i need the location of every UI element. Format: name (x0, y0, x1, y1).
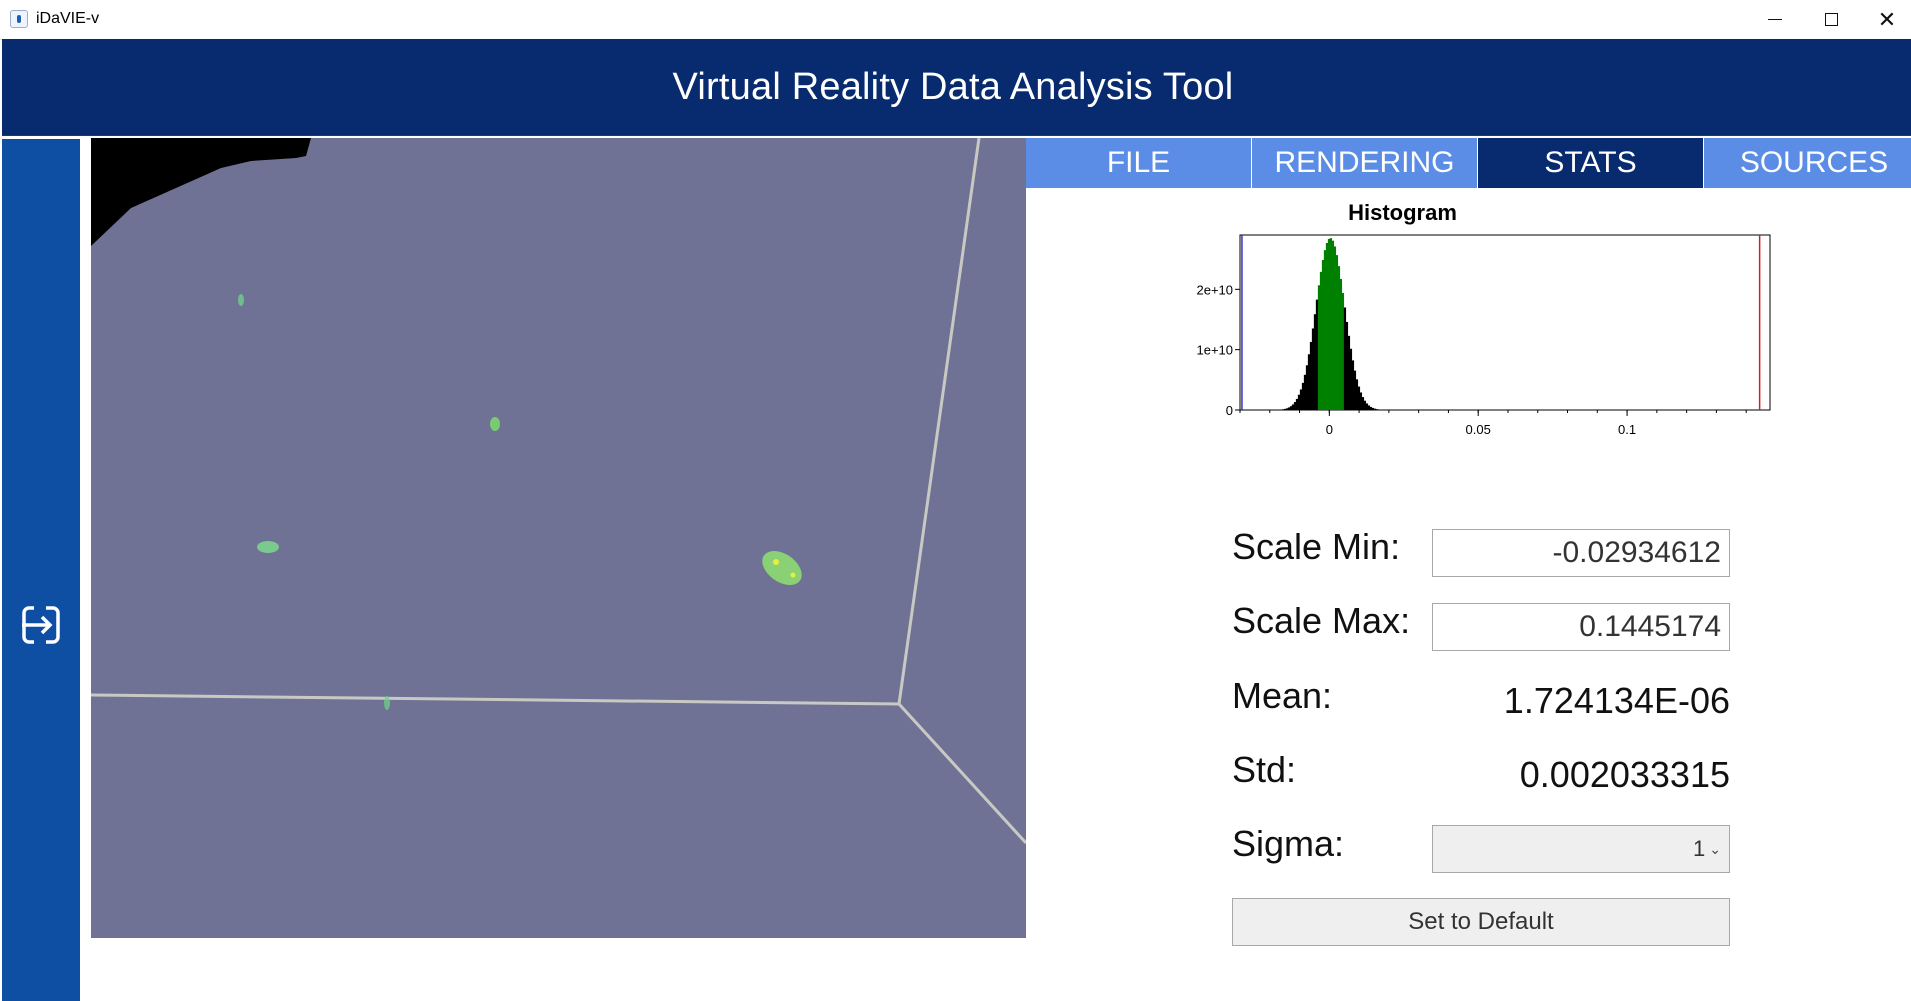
histogram-bar (1349, 348, 1353, 410)
y-tick-label: 1e+10 (1196, 343, 1233, 358)
histogram-bar (1313, 314, 1317, 410)
histogram-bar (1361, 397, 1365, 410)
histogram-bar (1351, 360, 1355, 410)
y-tick-label: 2e+10 (1196, 282, 1233, 297)
histogram-bar (1285, 408, 1289, 410)
app-icon (10, 10, 28, 28)
source-blob (238, 294, 244, 306)
mean-label: Mean: (1232, 675, 1333, 716)
source-blob (257, 541, 279, 553)
scale-max-label: Scale Max: (1232, 600, 1411, 641)
histogram-bar (1283, 408, 1287, 410)
histogram-bar (1359, 392, 1363, 410)
exit-icon (22, 606, 60, 644)
x-tick-label: 0 (1326, 422, 1333, 437)
x-tick-label: 0.1 (1618, 422, 1636, 437)
histogram-bar (1323, 250, 1327, 410)
histogram-bar (1371, 407, 1375, 410)
scale-max-input[interactable] (1432, 603, 1730, 651)
histogram-bar (1311, 328, 1315, 410)
sidebar (2, 139, 80, 1001)
scale-min-label: Scale Min: (1232, 526, 1401, 567)
histogram-title: Histogram (1348, 200, 1457, 225)
y-tick-label: 0 (1226, 403, 1233, 418)
scale-min-input[interactable] (1432, 529, 1730, 577)
histogram-bar (1343, 307, 1347, 410)
source-blob (490, 417, 500, 431)
histogram-bar (1287, 407, 1291, 410)
sigma-label: Sigma: (1232, 823, 1345, 864)
maximize-button[interactable] (1803, 0, 1859, 39)
std-value: 0.002033315 (1519, 754, 1730, 795)
histogram-bar (1347, 335, 1351, 410)
histogram-bar (1319, 271, 1323, 410)
sigma-value: 1 (1693, 836, 1706, 861)
histogram-bar (1295, 398, 1299, 410)
tab-file[interactable]: FILE (1026, 138, 1252, 188)
histogram-bar (1345, 321, 1349, 410)
histogram-bar (1315, 299, 1319, 410)
tab-sources[interactable]: SOURCES (1704, 138, 1911, 188)
histogram-bar (1337, 266, 1341, 410)
std-label: Std: (1232, 749, 1297, 790)
histogram-bar (1363, 400, 1367, 410)
minimize-icon (1768, 19, 1782, 20)
histogram-bar (1317, 285, 1321, 410)
histogram-bar (1333, 246, 1337, 410)
histogram-bar (1355, 379, 1359, 410)
histogram-bar (1303, 374, 1307, 410)
mean-value: 1.724134E-06 (1503, 680, 1730, 721)
volume-viewport[interactable] (91, 138, 1026, 938)
histogram-bar (1375, 409, 1379, 410)
histogram-bar (1281, 409, 1285, 410)
histogram-bar (1325, 242, 1329, 410)
histogram-bar (1369, 406, 1373, 410)
volume-render (91, 138, 1026, 938)
histogram-bar (1353, 370, 1357, 410)
histogram-bar (1291, 404, 1295, 410)
window-title: iDaVIE-v (36, 10, 100, 27)
x-tick-label: 0.05 (1466, 422, 1491, 437)
histogram-bar (1341, 292, 1345, 410)
histogram-bar (1321, 259, 1325, 410)
histogram-bar (1335, 255, 1339, 410)
exit-button[interactable] (20, 604, 62, 646)
histogram-chart[interactable]: 0 1e+10 2e+10 0 0.05 0.1 (1170, 225, 1780, 485)
histogram-bar (1357, 386, 1361, 410)
app-title: Virtual Reality Data Analysis Tool (672, 65, 1234, 108)
close-icon: ✕ (1877, 6, 1897, 32)
histogram-bar (1307, 354, 1311, 410)
source-blob (384, 696, 390, 710)
histogram-bar (1327, 238, 1331, 410)
histogram-bar (1297, 394, 1301, 410)
close-button[interactable]: ✕ (1859, 0, 1911, 39)
window-titlebar: iDaVIE-v ✕ (0, 0, 1911, 40)
tab-stats[interactable]: STATS (1478, 138, 1704, 188)
histogram-bar (1301, 382, 1305, 410)
minimize-button[interactable] (1747, 0, 1803, 39)
histogram-bar (1329, 238, 1333, 410)
histogram-bar (1373, 408, 1377, 410)
tab-rendering[interactable]: RENDERING (1252, 138, 1478, 188)
histogram-bar (1309, 341, 1313, 410)
app-header: Virtual Reality Data Analysis Tool (2, 39, 1911, 136)
histogram-bar (1339, 278, 1343, 410)
histogram-bar (1367, 405, 1371, 410)
histogram-bar (1331, 240, 1335, 410)
histogram-bar (1299, 389, 1303, 410)
sigma-dropdown[interactable]: 1 ⌄ (1432, 825, 1730, 873)
histogram-bar (1289, 406, 1293, 410)
histogram-bar (1377, 409, 1381, 410)
maximize-icon (1824, 13, 1838, 26)
chevron-down-icon: ⌄ (1709, 840, 1721, 857)
histogram-bar (1365, 403, 1369, 410)
histogram-bar (1293, 402, 1297, 410)
set-default-button[interactable]: Set to Default (1232, 898, 1730, 946)
histogram-bar (1305, 365, 1309, 410)
